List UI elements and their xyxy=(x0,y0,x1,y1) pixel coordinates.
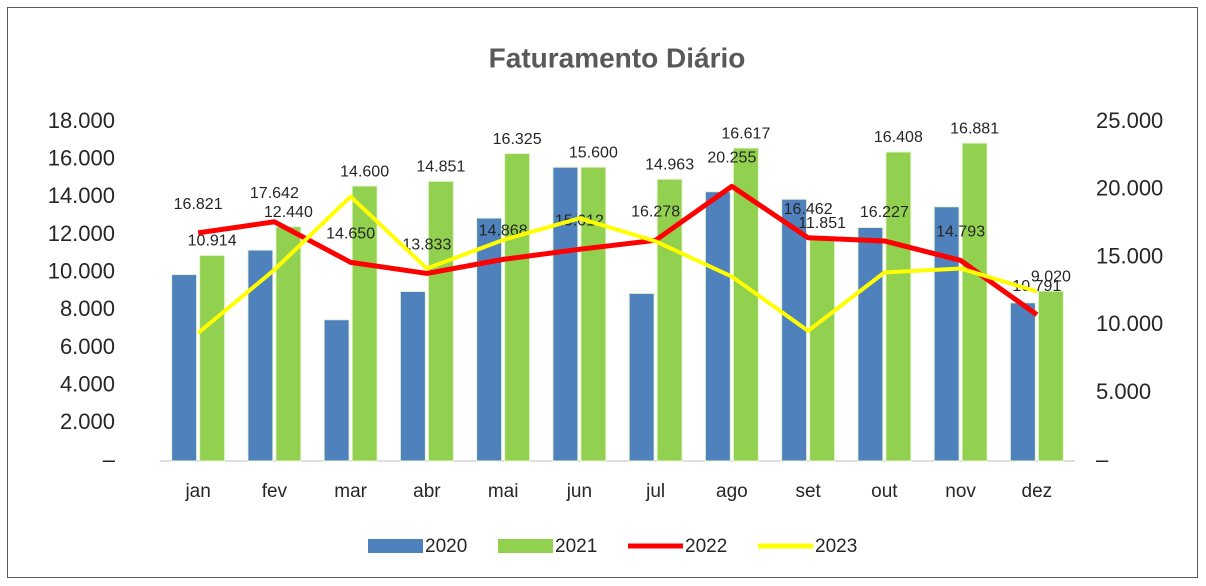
y2-tick-label: 25.000 xyxy=(1096,108,1163,133)
bar xyxy=(857,226,884,462)
y2-tick-label: 20.000 xyxy=(1096,176,1163,201)
data-label: 16.278 xyxy=(631,203,680,220)
bar xyxy=(199,254,226,462)
bar xyxy=(323,319,350,462)
line xyxy=(196,194,1038,335)
data-label: 12.440 xyxy=(264,204,313,221)
bar xyxy=(427,180,454,462)
y-tick-label: – xyxy=(103,447,116,472)
legend-label: 2023 xyxy=(815,536,857,557)
data-label: 20.255 xyxy=(707,150,756,167)
data-label: 16.821 xyxy=(174,196,223,213)
x-tick-label: jun xyxy=(566,481,592,502)
data-label: 14.650 xyxy=(326,226,375,243)
bar xyxy=(247,249,274,462)
y-tick-label: 2.000 xyxy=(60,409,115,434)
y-tick-label: 8.000 xyxy=(60,296,115,321)
bar xyxy=(351,185,378,462)
bar xyxy=(961,142,988,462)
bar xyxy=(476,217,503,462)
bar xyxy=(704,191,731,462)
chart-title: Faturamento Diário xyxy=(489,42,746,73)
data-label: 14.963 xyxy=(645,156,694,173)
legend-swatch xyxy=(498,539,553,553)
y2-tick-label: 10.000 xyxy=(1096,311,1163,336)
bar xyxy=(399,291,426,462)
bar xyxy=(552,166,579,462)
data-label: 13.833 xyxy=(402,237,451,254)
y-tick-label: 6.000 xyxy=(60,334,115,359)
y2-tick-label: 15.000 xyxy=(1096,243,1163,268)
x-tick-label: abr xyxy=(413,481,441,502)
y2-tick-label: – xyxy=(1096,447,1109,472)
legend-label: 2020 xyxy=(425,536,467,557)
x-tick-label: jan xyxy=(184,481,210,502)
bar xyxy=(1009,302,1036,462)
bar xyxy=(885,151,912,462)
x-tick-label: fev xyxy=(262,481,288,502)
legend-swatch xyxy=(368,539,423,553)
bar xyxy=(275,226,302,462)
data-label: 16.227 xyxy=(860,204,909,221)
x-tick-label: nov xyxy=(945,481,976,502)
bar xyxy=(580,166,607,462)
data-label: 16.462 xyxy=(784,201,833,218)
bar xyxy=(809,237,836,462)
bar xyxy=(933,206,960,462)
y-tick-label: 12.000 xyxy=(48,221,115,246)
x-tick-label: mai xyxy=(488,481,519,502)
data-label: 15.600 xyxy=(569,144,618,161)
data-label: 10.791 xyxy=(1012,278,1061,295)
x-tick-label: jul xyxy=(645,481,665,502)
bar xyxy=(781,198,808,462)
bar xyxy=(171,274,198,462)
legend-label: 2022 xyxy=(685,536,727,557)
x-tick-label: ago xyxy=(716,481,748,502)
data-label: 14.600 xyxy=(340,163,389,180)
line xyxy=(197,183,1039,317)
bar xyxy=(1037,290,1064,462)
data-label: 10.914 xyxy=(188,233,237,250)
data-label: 14.793 xyxy=(936,224,985,241)
y-tick-label: 10.000 xyxy=(48,258,115,283)
x-tick-label: out xyxy=(871,481,898,502)
bar xyxy=(504,153,531,462)
y-tick-label: 16.000 xyxy=(48,145,115,170)
legend-label: 2021 xyxy=(555,536,597,557)
data-label: 16.617 xyxy=(721,125,770,142)
x-tick-label: dez xyxy=(1022,481,1053,502)
data-label: 17.642 xyxy=(250,185,299,202)
x-tick-label: set xyxy=(795,481,821,502)
x-tick-label: mar xyxy=(334,481,367,502)
data-label: 16.408 xyxy=(874,129,923,146)
data-label: 11.851 xyxy=(798,215,846,232)
y-tick-label: 4.000 xyxy=(60,371,115,396)
bar xyxy=(628,292,655,462)
data-label: 9.020 xyxy=(1031,268,1071,285)
data-label: 14.851 xyxy=(416,159,465,176)
data-label: 16.881 xyxy=(950,120,999,137)
y-tick-label: 18.000 xyxy=(48,108,115,133)
y-tick-label: 14.000 xyxy=(48,183,115,208)
data-label: 15.612 xyxy=(555,213,604,230)
data-label: 16.325 xyxy=(493,131,542,148)
y2-tick-label: 5.000 xyxy=(1096,379,1151,404)
